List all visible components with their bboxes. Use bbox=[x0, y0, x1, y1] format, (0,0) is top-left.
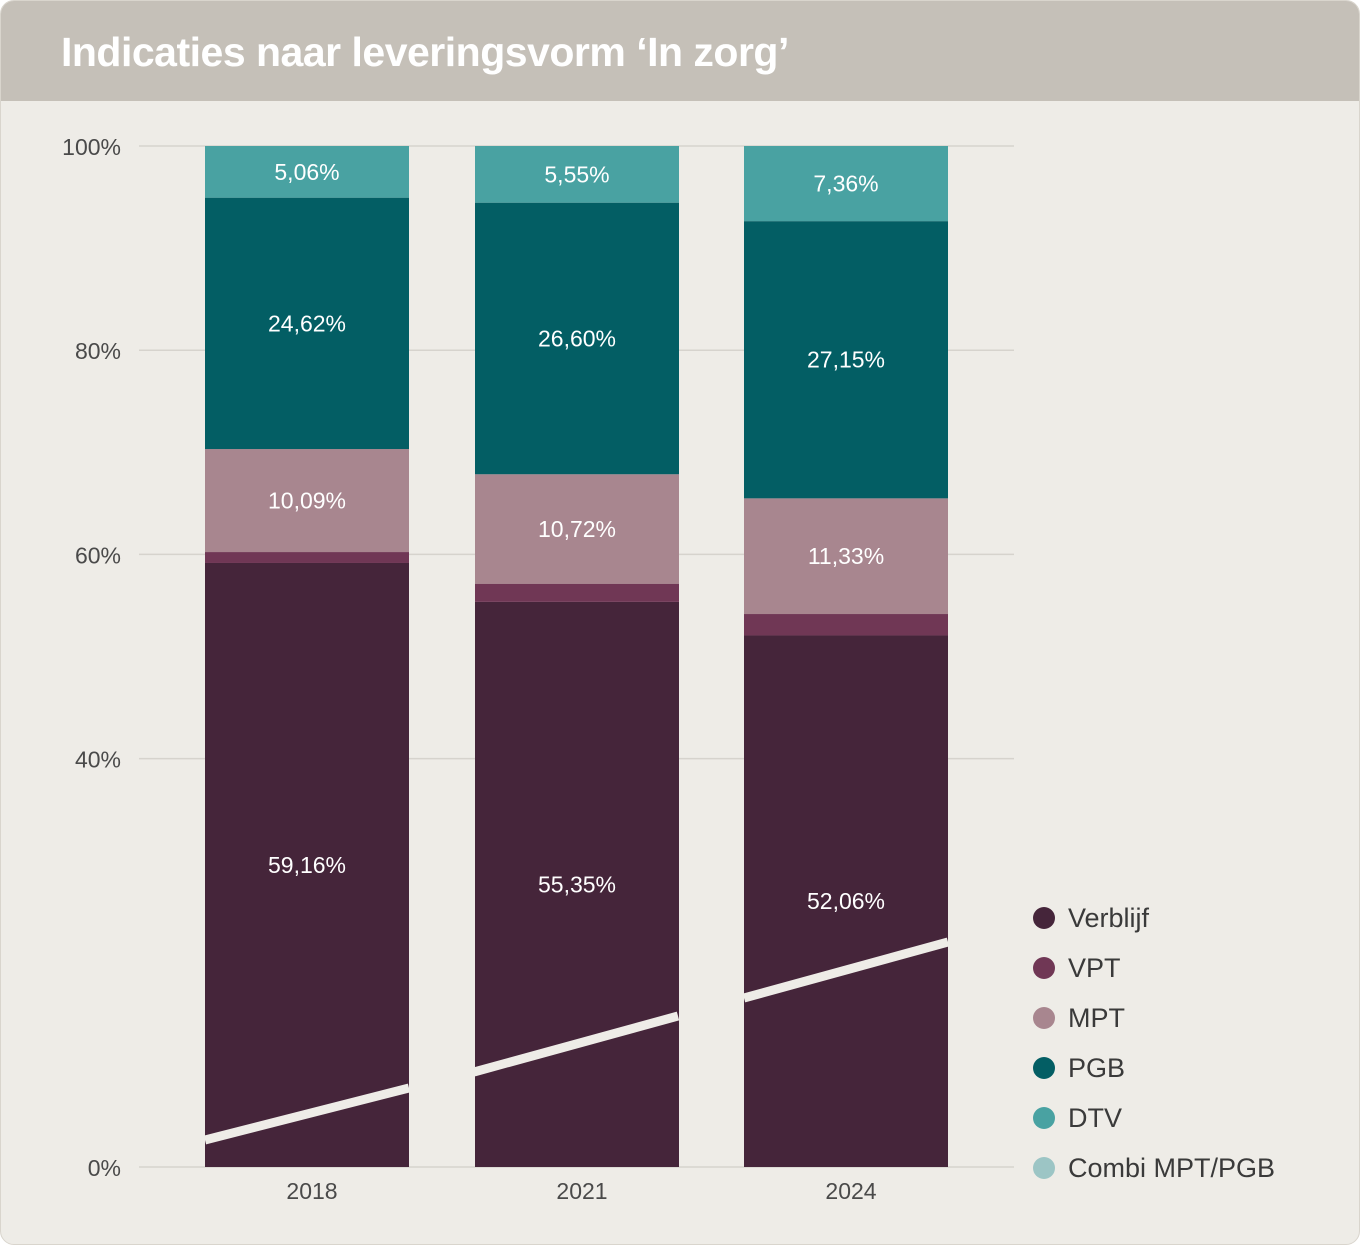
legend-swatch bbox=[1033, 1057, 1055, 1079]
legend-item: Combi MPT/PGB bbox=[1033, 1143, 1275, 1193]
bar-segment bbox=[475, 146, 679, 203]
y-tick-label: 40% bbox=[75, 747, 121, 773]
axis-break-line bbox=[203, 1083, 411, 1145]
bar-segment bbox=[744, 635, 948, 1167]
title-bar: Indicaties naar leveringsvorm ‘In zorg’ bbox=[1, 1, 1359, 101]
data-label: 10,09% bbox=[268, 488, 346, 514]
bar-segment bbox=[205, 449, 409, 553]
chart-title: Indicaties naar leveringsvorm ‘In zorg’ bbox=[61, 29, 789, 75]
bar-segment bbox=[475, 601, 679, 1167]
data-label: 52,06% bbox=[807, 888, 885, 914]
legend-label: VPT bbox=[1068, 952, 1121, 983]
bar-segment bbox=[205, 552, 409, 563]
legend-swatch bbox=[1033, 907, 1055, 929]
data-label: 5,06% bbox=[274, 159, 339, 185]
legend-item: VPT bbox=[1033, 943, 1275, 993]
data-label: 27,15% bbox=[807, 347, 885, 373]
bar-segment bbox=[475, 202, 679, 475]
bar-segment bbox=[205, 562, 409, 1167]
legend-swatch bbox=[1033, 1107, 1055, 1129]
x-tick-label: 2018 bbox=[286, 1178, 337, 1204]
data-label: 10,72% bbox=[538, 516, 616, 542]
legend-item: PGB bbox=[1033, 1043, 1275, 1093]
y-tick-label: 0% bbox=[88, 1155, 121, 1181]
legend-swatch bbox=[1033, 957, 1055, 979]
bar-segment bbox=[744, 498, 948, 615]
y-tick-label: 80% bbox=[75, 338, 121, 364]
y-tick-label: 100% bbox=[62, 134, 121, 160]
x-tick-label: 2021 bbox=[556, 1178, 607, 1204]
data-label: 11,33% bbox=[808, 543, 884, 569]
legend-label: DTV bbox=[1068, 1102, 1122, 1133]
data-label: 7,36% bbox=[813, 171, 878, 197]
bar-segment bbox=[475, 583, 679, 602]
bar-segment bbox=[205, 197, 409, 450]
data-label: 26,60% bbox=[538, 325, 616, 351]
legend-swatch bbox=[1033, 1157, 1055, 1179]
legend-item: DTV bbox=[1033, 1093, 1275, 1143]
legend-label: MPT bbox=[1068, 1002, 1125, 1033]
legend: Verblijf VPT MPT PGB DTV Combi MPT/PGB bbox=[1033, 893, 1275, 1193]
y-tick-label: 60% bbox=[75, 542, 121, 568]
bar-segment bbox=[744, 146, 948, 222]
data-label: 5,55% bbox=[544, 161, 609, 187]
data-label: 59,16% bbox=[268, 852, 346, 878]
axis-break-line bbox=[472, 1011, 680, 1077]
bar-segment bbox=[744, 221, 948, 499]
bar-segment bbox=[744, 614, 948, 636]
x-tick-label: 2024 bbox=[825, 1178, 876, 1204]
bar-segment bbox=[475, 474, 679, 584]
axis-break-line bbox=[742, 937, 950, 1003]
legend-label: Verblijf bbox=[1068, 902, 1150, 933]
bar-segment bbox=[205, 146, 409, 198]
data-label: 55,35% bbox=[538, 871, 616, 897]
legend-label: Combi MPT/PGB bbox=[1068, 1152, 1276, 1183]
legend-item: Verblijf bbox=[1033, 893, 1275, 943]
data-label: 24,62% bbox=[268, 310, 346, 336]
legend-label: PGB bbox=[1068, 1052, 1126, 1083]
legend-item: MPT bbox=[1033, 993, 1275, 1043]
legend-swatch bbox=[1033, 1007, 1055, 1029]
